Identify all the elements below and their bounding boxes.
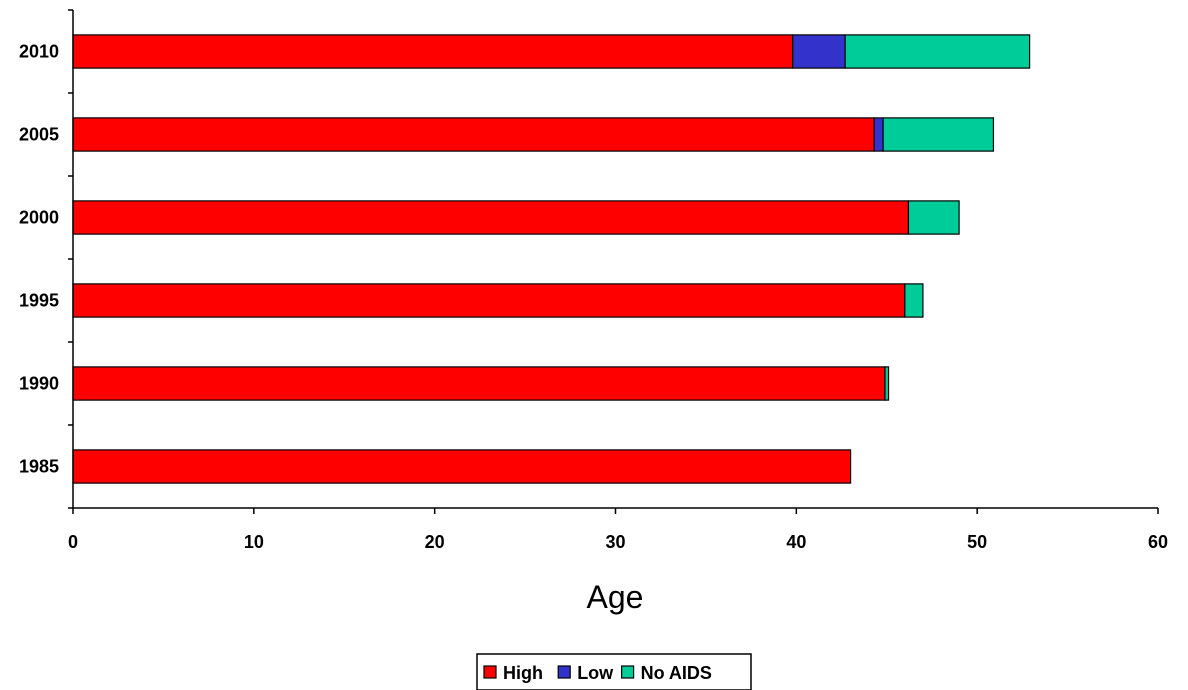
legend-label-no-aids: No AIDS [641, 663, 712, 683]
bar-2010-high [72, 34, 794, 69]
bar-1990-no-aids [884, 366, 890, 401]
y-tick-label: 2005 [19, 125, 59, 145]
x-axis-title: Age [587, 579, 644, 615]
bar-1985-high [72, 449, 852, 484]
legend-label-low: Low [577, 663, 614, 683]
axes-layer [72, 10, 1158, 509]
y-tick-label: 2010 [19, 42, 59, 62]
y-tick-label: 1985 [19, 457, 59, 477]
bars-layer [72, 34, 1031, 484]
bar-1995-high [72, 283, 906, 318]
legend-swatch-no-aids [620, 665, 635, 679]
x-tick-label: 50 [967, 532, 987, 552]
bar-1990-high [72, 366, 886, 401]
bar-2000-no-aids [907, 200, 960, 235]
bar-2005-high [72, 117, 875, 152]
legend-swatch-high [483, 665, 497, 679]
legend-label-high: High [503, 663, 543, 683]
bar-2000-high [72, 200, 910, 235]
x-tick-label: 30 [605, 532, 625, 552]
bar-2010-no-aids [844, 34, 1031, 69]
x-tick-label: 10 [244, 532, 264, 552]
legend-box [476, 653, 752, 690]
y-tick-label: 1990 [19, 374, 59, 394]
y-tick-label: 1995 [19, 291, 59, 311]
ticks-layer: 1985 1990 1995 2000 2005 2010 0 10 20 30 40 50 60 [19, 9, 1168, 552]
y-tick-label: 2000 [19, 208, 59, 228]
x-tick-label: 40 [786, 532, 806, 552]
x-tick-label: 20 [425, 532, 445, 552]
legend-swatch-low [557, 665, 571, 679]
bar-2005-low [873, 117, 884, 152]
x-tick-label: 0 [68, 532, 78, 552]
bar-2010-low [792, 34, 846, 69]
x-tick-label: 60 [1148, 532, 1168, 552]
bar-2005-no-aids [882, 117, 995, 152]
bar-1995-no-aids [904, 283, 924, 318]
legend-items: High Low No AIDS [483, 663, 712, 683]
legend: High Low No AIDS [476, 653, 752, 690]
